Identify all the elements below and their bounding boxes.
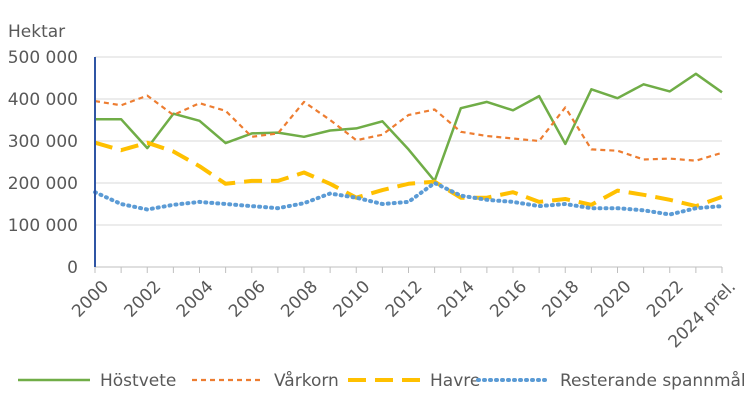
legend-label-3: Resterande spannmål xyxy=(560,370,746,391)
x-tick-label: 2018 xyxy=(539,277,584,322)
x-tick-label: 2012 xyxy=(382,277,427,322)
x-tick-label: 2002 xyxy=(121,277,166,322)
y-tick-label: 200 000 xyxy=(8,174,78,194)
y-tick-label: 300 000 xyxy=(8,132,78,152)
y-tick-labels: 0 100 000 200 000 300 000 400 000 500 000 xyxy=(8,48,78,278)
gridlines xyxy=(95,56,722,226)
y-tick-label: 100 000 xyxy=(8,216,78,236)
series-line-3 xyxy=(93,181,724,217)
series-lines xyxy=(93,72,724,217)
legend-label-2: Havre xyxy=(430,371,480,391)
y-tick-label: 0 xyxy=(67,258,78,278)
x-tick-labels: 2000 2002 2004 2006 2008 2010 2012 2014 2016 2018… xyxy=(68,277,740,352)
x-tick-label: 2006 xyxy=(225,277,270,322)
x-tick-label: 2022 xyxy=(643,277,688,322)
y-axis-label: Hektar xyxy=(8,22,65,42)
series-line-2 xyxy=(94,140,723,209)
x-tick-label: 2016 xyxy=(486,277,531,322)
y-tick-label: 500 000 xyxy=(8,48,78,68)
legend: Höstvete Vårkorn Havre Resterande spannmål xyxy=(18,370,746,391)
x-tick-label: 2010 xyxy=(330,277,375,322)
legend-label-0: Höstvete xyxy=(100,371,176,391)
x-tick-label: 2020 xyxy=(591,277,636,322)
x-tick-label: 2000 xyxy=(68,277,113,322)
legend-label-1: Vårkorn xyxy=(274,370,339,391)
x-tick-label: 2004 xyxy=(173,277,218,322)
y-tick-label: 400 000 xyxy=(8,90,78,110)
axes xyxy=(94,57,723,273)
x-tick-label: 2008 xyxy=(277,277,322,322)
series-line-1 xyxy=(94,94,723,162)
series-line-0 xyxy=(95,72,723,183)
x-tick-label: 2014 xyxy=(434,277,479,322)
